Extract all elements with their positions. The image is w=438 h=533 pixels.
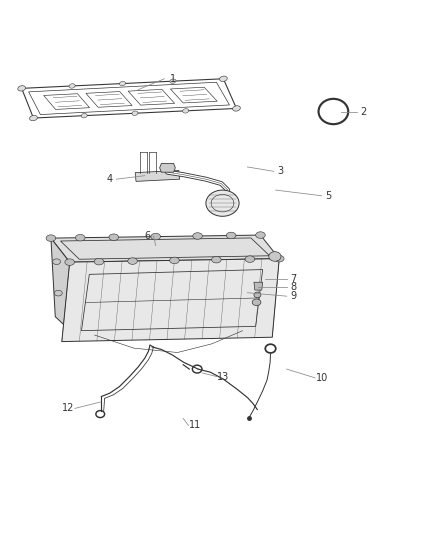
Ellipse shape: [193, 233, 202, 239]
Text: 6: 6: [144, 231, 150, 241]
Text: 4: 4: [107, 174, 113, 184]
Ellipse shape: [54, 290, 62, 296]
Ellipse shape: [170, 79, 176, 83]
Ellipse shape: [226, 232, 236, 239]
Polygon shape: [159, 164, 175, 172]
Ellipse shape: [53, 259, 60, 264]
Ellipse shape: [94, 259, 104, 265]
Ellipse shape: [252, 299, 261, 305]
Ellipse shape: [254, 292, 261, 298]
Ellipse shape: [151, 233, 160, 240]
Text: 2: 2: [360, 107, 366, 117]
Text: 3: 3: [277, 166, 283, 176]
Ellipse shape: [81, 114, 87, 118]
Text: 9: 9: [290, 291, 296, 301]
Ellipse shape: [212, 256, 221, 263]
Ellipse shape: [206, 190, 239, 216]
Ellipse shape: [69, 84, 75, 88]
Polygon shape: [62, 259, 279, 342]
Ellipse shape: [170, 257, 179, 264]
Text: 12: 12: [62, 403, 74, 414]
Ellipse shape: [219, 76, 227, 82]
Text: 1: 1: [170, 74, 176, 84]
Ellipse shape: [269, 252, 281, 261]
Polygon shape: [51, 235, 279, 262]
Ellipse shape: [256, 232, 265, 238]
Polygon shape: [51, 238, 74, 334]
Ellipse shape: [18, 86, 25, 91]
Ellipse shape: [183, 109, 189, 113]
Polygon shape: [135, 171, 180, 181]
Ellipse shape: [46, 235, 56, 241]
Ellipse shape: [128, 258, 138, 264]
Ellipse shape: [109, 234, 119, 240]
Ellipse shape: [132, 111, 138, 116]
Text: 8: 8: [290, 282, 296, 293]
Polygon shape: [254, 282, 263, 290]
Ellipse shape: [65, 259, 74, 265]
Ellipse shape: [233, 106, 240, 111]
Ellipse shape: [75, 235, 85, 241]
Text: 13: 13: [217, 372, 230, 382]
Text: 10: 10: [315, 373, 328, 383]
Ellipse shape: [120, 82, 126, 86]
Ellipse shape: [29, 115, 37, 121]
Ellipse shape: [245, 256, 255, 262]
Ellipse shape: [275, 255, 284, 262]
Text: 11: 11: [189, 421, 201, 431]
Text: 5: 5: [325, 191, 331, 201]
Text: 7: 7: [290, 274, 297, 284]
